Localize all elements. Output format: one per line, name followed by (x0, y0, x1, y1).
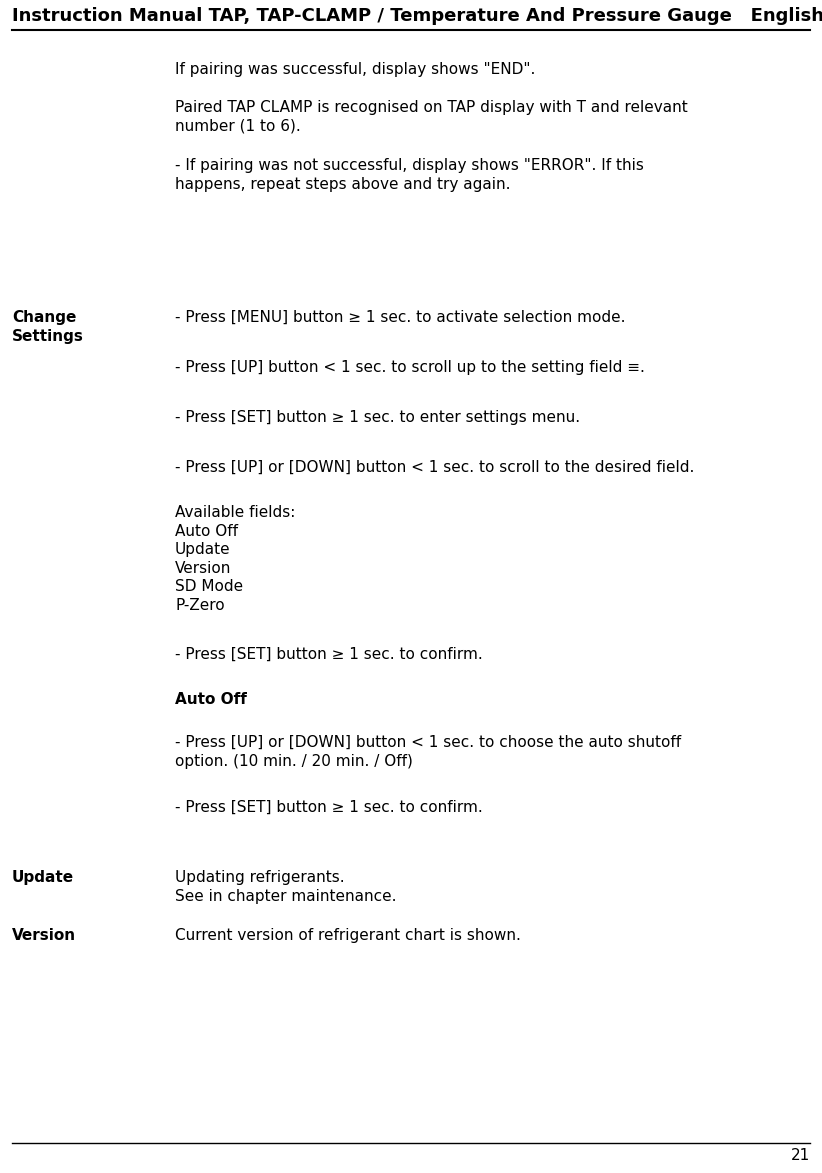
Text: If pairing was successful, display shows "END".: If pairing was successful, display shows… (175, 62, 535, 77)
Text: Instruction Manual TAP, TAP-CLAMP / Temperature And Pressure Gauge   English: Instruction Manual TAP, TAP-CLAMP / Temp… (12, 7, 822, 25)
Text: Change
Settings: Change Settings (12, 310, 84, 344)
Text: - Press [MENU] button ≥ 1 sec. to activate selection mode.: - Press [MENU] button ≥ 1 sec. to activa… (175, 310, 626, 325)
Text: Update: Update (12, 870, 74, 884)
Text: - If pairing was not successful, display shows "ERROR". If this
happens, repeat : - If pairing was not successful, display… (175, 158, 644, 191)
Text: - Press [SET] button ≥ 1 sec. to confirm.: - Press [SET] button ≥ 1 sec. to confirm… (175, 800, 483, 815)
Text: Paired TAP CLAMP is recognised on TAP display with T and relevant
number (1 to 6: Paired TAP CLAMP is recognised on TAP di… (175, 100, 688, 134)
Text: 21: 21 (791, 1148, 810, 1162)
Text: - Press [SET] button ≥ 1 sec. to confirm.: - Press [SET] button ≥ 1 sec. to confirm… (175, 647, 483, 662)
Text: - Press [UP] or [DOWN] button < 1 sec. to scroll to the desired field.: - Press [UP] or [DOWN] button < 1 sec. t… (175, 460, 695, 475)
Text: Updating refrigerants.
See in chapter maintenance.: Updating refrigerants. See in chapter ma… (175, 870, 396, 903)
Text: Current version of refrigerant chart is shown.: Current version of refrigerant chart is … (175, 928, 521, 943)
Text: - Press [UP] or [DOWN] button < 1 sec. to choose the auto shutoff
option. (10 mi: - Press [UP] or [DOWN] button < 1 sec. t… (175, 735, 681, 768)
Text: - Press [SET] button ≥ 1 sec. to enter settings menu.: - Press [SET] button ≥ 1 sec. to enter s… (175, 411, 580, 425)
Text: Version: Version (12, 928, 76, 943)
Text: - Press [UP] button < 1 sec. to scroll up to the setting field ≡.: - Press [UP] button < 1 sec. to scroll u… (175, 360, 645, 375)
Text: Auto Off: Auto Off (175, 692, 247, 707)
Text: Available fields:
Auto Off
Update
Version
SD Mode
P-Zero: Available fields: Auto Off Update Versio… (175, 506, 295, 613)
